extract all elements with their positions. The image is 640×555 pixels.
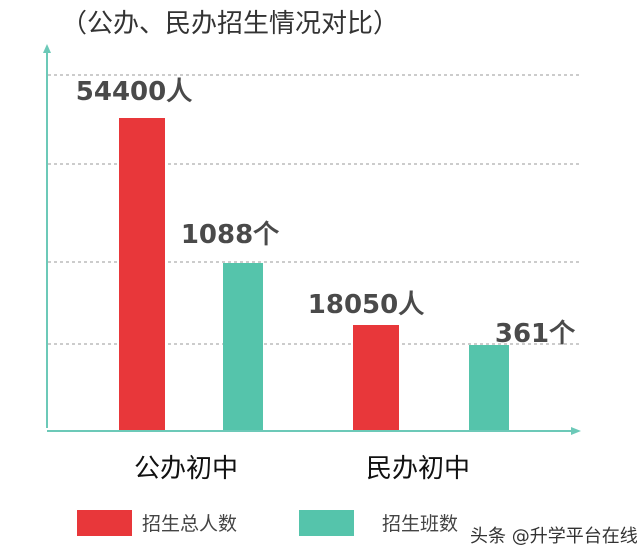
data-label-total-students-public: 54400人 [76, 77, 192, 107]
bar-class-count-private [469, 345, 509, 430]
y-axis-arrow-icon [43, 44, 51, 53]
x-axis-arrow-icon [571, 427, 581, 435]
watermark: 头条 @升学平台在线 [470, 526, 638, 547]
legend-label-total-students: 招生总人数 [142, 513, 237, 535]
legend-swatch-total-students [77, 510, 132, 536]
bar-class-count-public [223, 263, 263, 430]
bar-total-students-private [353, 325, 399, 430]
legend-label-class-count: 招生班数 [382, 513, 458, 535]
category-label-private: 民办初中 [366, 454, 470, 484]
gridlines [48, 74, 582, 345]
data-label-total-students-private: 18050人 [308, 290, 424, 320]
legend: 招生总人数 招生班数 [77, 510, 458, 536]
legend-swatch-class-count [299, 510, 354, 536]
category-label-public: 公办初中 [134, 454, 238, 484]
chart-title: （公办、民办招生情况对比） [61, 9, 399, 39]
data-label-class-count-public: 1088个 [181, 220, 280, 250]
data-label-class-count-private: 361个 [495, 319, 576, 349]
bar-total-students-public [119, 118, 165, 430]
bars: 54400人 18050人 1088个 361个 [76, 77, 576, 430]
